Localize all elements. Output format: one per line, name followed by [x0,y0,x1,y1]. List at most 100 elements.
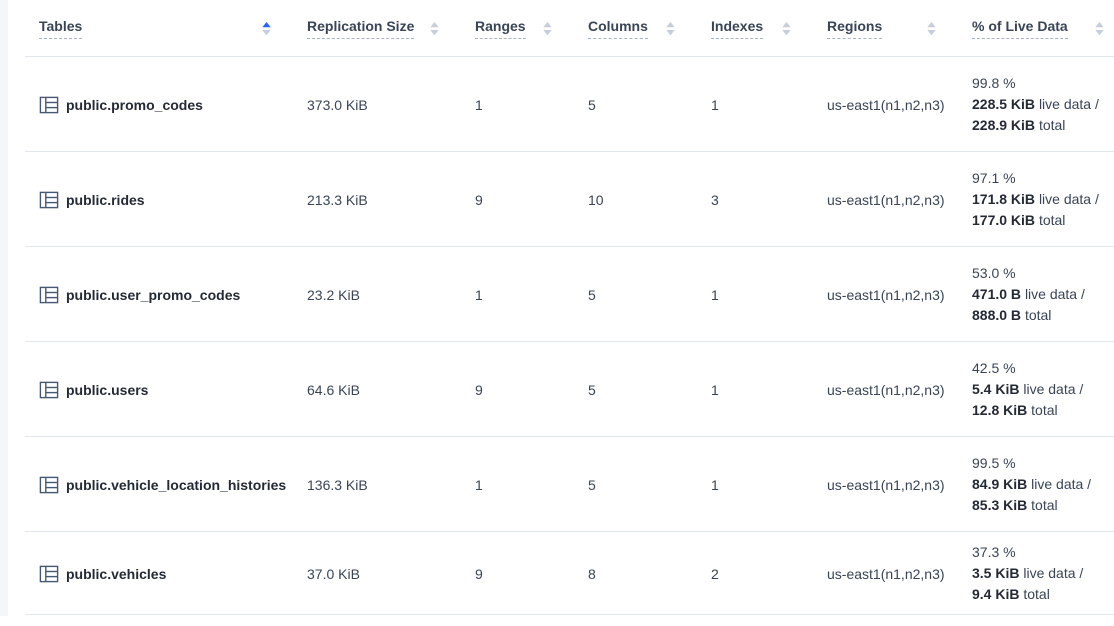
column-header-columns[interactable]: Columns [588,18,648,39]
live-percent-line: 97.1 % [972,168,1114,189]
ranges-cell: 1 [475,476,483,493]
table-icon [39,380,59,400]
indexes-cell: 1 [711,381,719,398]
ranges-cell: 9 [475,565,483,582]
table-body: public.promo_codes 373.0 KiB 1 5 1 us-east1(n… [8,57,1114,615]
live-percent: 42.5 % [972,360,1016,376]
live-percent-line: 37.3 % [972,542,1114,563]
total-size-label: total [1031,497,1058,513]
columns-cell: 5 [588,286,596,303]
column-header-indexes[interactable]: Indexes [711,18,764,39]
replication-size-cell: 37.0 KiB [307,565,360,582]
replication-size-cell: 136.3 KiB [307,476,368,493]
sort-icon[interactable] [543,21,552,36]
live-data-cell: 53.0 % 471.0 B live data /888.0 B total [972,263,1114,326]
table-row: public.promo_codes 373.0 KiB 1 5 1 us-east1(n… [8,57,1114,152]
header-cell: % of Live Data [972,18,1114,39]
sort-icon[interactable] [262,21,271,36]
indexes-cell: 1 [711,96,719,113]
live-size-label: live data / [1024,286,1085,302]
live-size-label: live data / [1038,191,1099,207]
header-cell: Regions [827,18,972,39]
table-icon [39,285,59,305]
total-size-label: total [1024,307,1052,323]
header-cell: Columns [588,18,711,39]
table-row: public.vehicle_location_histories 136.3 K… [8,437,1114,532]
live-percent-line: 99.5 % [972,453,1114,474]
total-size: 888.0 B [972,307,1022,323]
live-size: 84.9 KiB [972,476,1028,492]
regions-cell: us-east1(n1,n2,n3) [827,96,945,113]
live-size: 5.4 KiB [972,381,1020,397]
live-size: 171.8 KiB [972,191,1036,207]
total-size-line: 85.3 KiB total [972,495,1114,516]
header-cell: Replication Size [307,18,475,39]
header-cell: Ranges [475,18,588,39]
live-percent: 53.0 % [972,265,1016,281]
column-header-tables[interactable]: Tables [39,18,83,39]
live-size: 471.0 B [972,286,1022,302]
ranges-cell: 1 [475,286,483,303]
columns-cell: 5 [588,381,596,398]
table-row: public.users 64.6 KiB 9 5 1 us-east1(n1,n2,n3… [8,342,1114,437]
live-size-label: live data / [1031,476,1092,492]
table-name-link[interactable]: public.rides [66,191,145,208]
total-size: 85.3 KiB [972,497,1028,513]
table-name-link[interactable]: public.vehicles [66,565,167,582]
column-header-percent-of-live-data[interactable]: % of Live Data [972,18,1068,39]
sort-icon[interactable] [927,21,936,36]
replication-size-cell: 373.0 KiB [307,96,368,113]
sort-icon[interactable] [666,21,675,36]
total-size-line: 9.4 KiB total [972,584,1114,605]
live-percent-line: 42.5 % [972,358,1114,379]
live-data-cell: 97.1 % 171.8 KiB live data /177.0 KiB tot… [972,168,1114,231]
table-icon [39,95,59,115]
table-name-cell: public.vehicles [39,564,307,584]
regions-cell: us-east1(n1,n2,n3) [827,381,945,398]
table-name-link[interactable]: public.user_promo_codes [66,286,241,303]
live-percent: 99.8 % [972,75,1016,91]
columns-cell: 8 [588,565,596,582]
indexes-cell: 3 [711,191,719,208]
regions-cell: us-east1(n1,n2,n3) [827,476,945,493]
live-size-label: live data / [1038,96,1099,112]
live-size-line: 84.9 KiB live data / [972,474,1114,495]
live-size-line: 171.8 KiB live data / [972,189,1114,210]
ranges-cell: 9 [475,191,483,208]
indexes-cell: 1 [711,286,719,303]
total-size-label: total [1038,117,1066,133]
columns-cell: 5 [588,96,596,113]
sort-icon[interactable] [430,21,439,36]
live-size-line: 3.5 KiB live data / [972,563,1114,584]
column-header-regions[interactable]: Regions [827,18,883,39]
table-name-link[interactable]: public.promo_codes [66,96,203,113]
live-size-line: 228.5 KiB live data / [972,94,1114,115]
regions-cell: us-east1(n1,n2,n3) [827,191,945,208]
page-background-strip [0,0,8,616]
live-percent-line: 53.0 % [972,263,1114,284]
live-data-cell: 37.3 % 3.5 KiB live data /9.4 KiB total [972,542,1114,605]
live-percent: 37.3 % [972,544,1016,560]
replication-size-cell: 23.2 KiB [307,286,360,303]
table-icon [39,564,59,584]
total-size-line: 888.0 B total [972,305,1114,326]
table-row: public.vehicles 37.0 KiB 9 8 2 us-east1(n1,n2… [8,532,1114,615]
live-size-line: 471.0 B live data / [972,284,1114,305]
column-header-replication-size[interactable]: Replication Size [307,18,415,39]
total-size-label: total [1038,212,1066,228]
live-percent: 99.5 % [972,455,1016,471]
live-size-label: live data / [1023,381,1084,397]
table-row: public.rides 213.3 KiB 9 10 3 us-east1(n1,n2,… [8,152,1114,247]
total-size-line: 228.9 KiB total [972,115,1114,136]
table-name-link[interactable]: public.vehicle_location_histories [66,476,287,493]
regions-cell: us-east1(n1,n2,n3) [827,565,945,582]
replication-size-cell: 213.3 KiB [307,191,368,208]
table-name-link[interactable]: public.users [66,381,149,398]
header-cell: Tables [39,18,307,39]
column-header-ranges[interactable]: Ranges [475,18,526,39]
sort-icon[interactable] [1095,21,1104,36]
sort-icon[interactable] [782,21,791,36]
live-percent-line: 99.8 % [972,73,1114,94]
replication-size-cell: 64.6 KiB [307,381,360,398]
